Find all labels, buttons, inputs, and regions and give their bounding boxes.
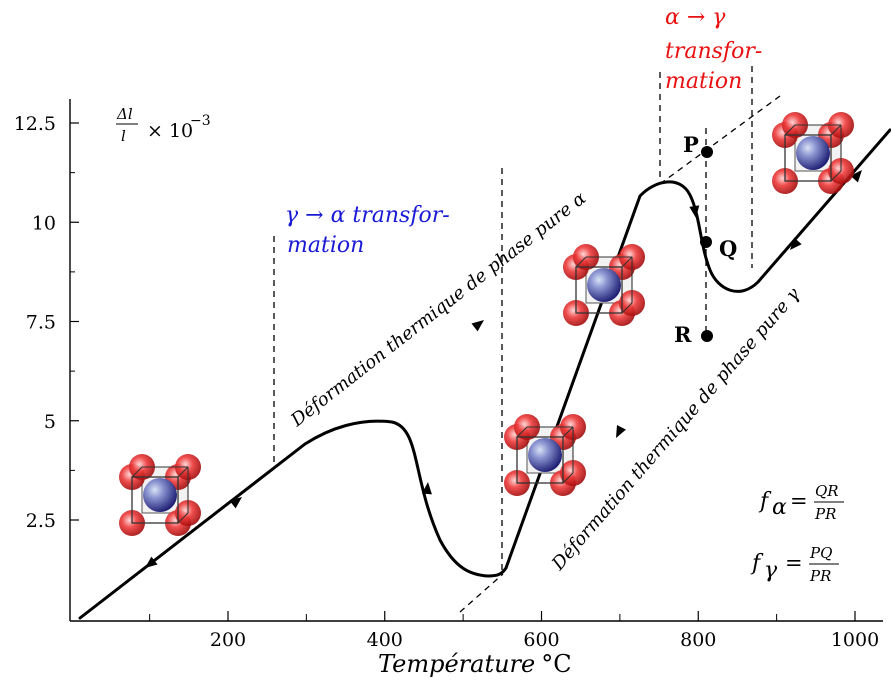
dilatometry-curve xyxy=(80,130,890,618)
alpha-to-gamma-line-2: transfor- xyxy=(665,39,762,64)
ylabel-denominator: l xyxy=(121,127,126,145)
y-tick-label: 12.5 xyxy=(14,113,56,135)
x-axis-label: Température °C xyxy=(378,650,572,678)
y-tick-label: 2.5 xyxy=(26,510,56,532)
y-axis-label: Δl l × 10 −3 xyxy=(116,105,211,145)
x-ticks: 200 400 600 800 1000 xyxy=(150,611,880,651)
gamma-to-alpha-line-2: mation xyxy=(287,233,364,258)
arrowheads xyxy=(142,167,866,572)
ylabel-exponent: −3 xyxy=(190,113,211,129)
guide-gamma-ext xyxy=(460,574,503,612)
f-gamma-den: PR xyxy=(809,567,831,585)
f-alpha-den: PR xyxy=(814,505,836,523)
point-r xyxy=(701,330,713,342)
arrow-cool-gamma-low xyxy=(612,425,626,440)
f-gamma-sub: γ xyxy=(764,558,778,583)
arrow-heat-alpha xyxy=(471,316,487,331)
f-alpha-formula: f α = QR PR xyxy=(758,482,844,523)
f-gamma-formula: f γ = PQ PR xyxy=(750,544,839,585)
bcc-cube-high xyxy=(563,244,645,326)
label-q: Q xyxy=(719,236,737,261)
f-alpha-lhs: f xyxy=(758,489,772,514)
x-tick-label: 400 xyxy=(367,629,403,651)
iron-atom-center xyxy=(143,478,177,512)
y-tick-label: 10 xyxy=(32,212,56,234)
f-gamma-num: PQ xyxy=(809,544,832,562)
y-tick-label: 7.5 xyxy=(26,312,56,334)
label-p: P xyxy=(683,132,699,157)
gamma-to-alpha-line-1: γ → α transfor- xyxy=(285,203,450,228)
label-r: R xyxy=(674,322,692,347)
point-p xyxy=(701,146,713,158)
f-alpha-num: QR xyxy=(815,482,839,500)
point-q xyxy=(700,236,712,248)
fcc-cube-mid xyxy=(504,414,586,496)
guide-alpha-ext xyxy=(660,96,780,184)
alpha-to-gamma-label: α → γ transfor- mation xyxy=(665,5,762,94)
x-tick-label: 800 xyxy=(680,629,716,651)
iron-atom-center xyxy=(528,438,562,472)
gamma-to-alpha-label: γ → α transfor- mation xyxy=(285,203,450,258)
arrow-dip-down xyxy=(689,205,701,218)
ylabel-times: × 10 xyxy=(147,120,193,142)
alpha-to-gamma-line-1: α → γ xyxy=(665,5,726,30)
y-ticks: 2.5 5 7.5 10 12.5 xyxy=(14,113,79,532)
x-tick-label: 600 xyxy=(523,629,559,651)
fcc-cube-top xyxy=(772,112,854,194)
ylabel-numerator: Δl xyxy=(116,105,133,123)
x-tick-label: 200 xyxy=(210,629,246,651)
iron-atom-center xyxy=(796,136,830,170)
alpha-to-gamma-line-3: mation xyxy=(665,69,742,94)
lattice-cubes xyxy=(119,112,854,536)
f-alpha-sub: α xyxy=(772,495,787,520)
f-gamma-eq: = xyxy=(785,551,803,575)
f-gamma-lhs: f xyxy=(750,551,764,576)
bcc-cube-low xyxy=(119,454,201,536)
x-tick-label: 1000 xyxy=(831,629,879,651)
iron-atom-center xyxy=(587,268,621,302)
y-tick-label: 5 xyxy=(44,411,56,433)
f-alpha-eq: = xyxy=(790,489,808,513)
